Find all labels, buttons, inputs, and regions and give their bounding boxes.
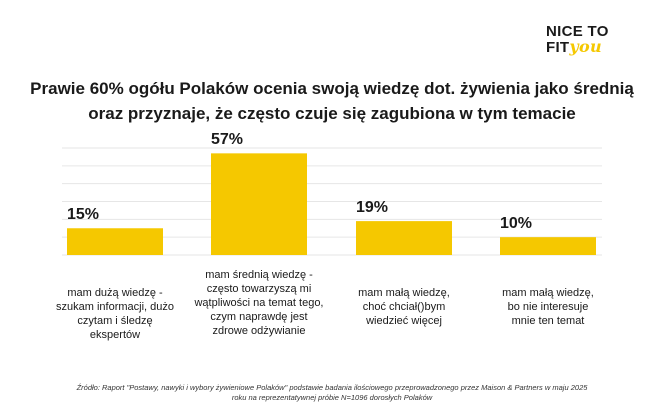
value-label: 15% — [67, 206, 100, 224]
logo-line-2: FITyou — [546, 37, 634, 56]
value-label: 19% — [356, 199, 389, 217]
category-label: mam dużą wiedzę - szukam informacji, duż… — [56, 287, 174, 341]
bar — [211, 153, 307, 255]
category-label: mam małą wiedzę, bo nie interesuje mnie … — [502, 287, 594, 327]
value-label: 57% — [211, 131, 244, 149]
chart-bars — [67, 153, 596, 255]
logo: NICE TO FITyou — [546, 24, 634, 55]
source-note: Źródło: Raport "Postawy, nawyki i wybory… — [20, 383, 644, 403]
category-label: mam średnią wiedzę - często towarzyszą m… — [194, 269, 324, 337]
source-line-2: roku na reprezentatywnej próbie N=1096 d… — [231, 393, 433, 402]
value-label: 10% — [500, 215, 533, 233]
bar — [356, 221, 452, 255]
logo-fit: FIT — [546, 39, 570, 56]
category-label: mam małą wiedzę, choć chciał()bym wiedzi… — [358, 287, 450, 327]
bar — [500, 237, 596, 255]
source-line-1: Źródło: Raport "Postawy, nawyki i wybory… — [76, 383, 588, 392]
chart-title: Prawie 60% ogółu Polaków ocenia swoją wi… — [30, 79, 634, 123]
logo-line-1: NICE TO — [546, 23, 609, 40]
bar — [67, 228, 163, 255]
logo-you: you — [569, 37, 602, 56]
